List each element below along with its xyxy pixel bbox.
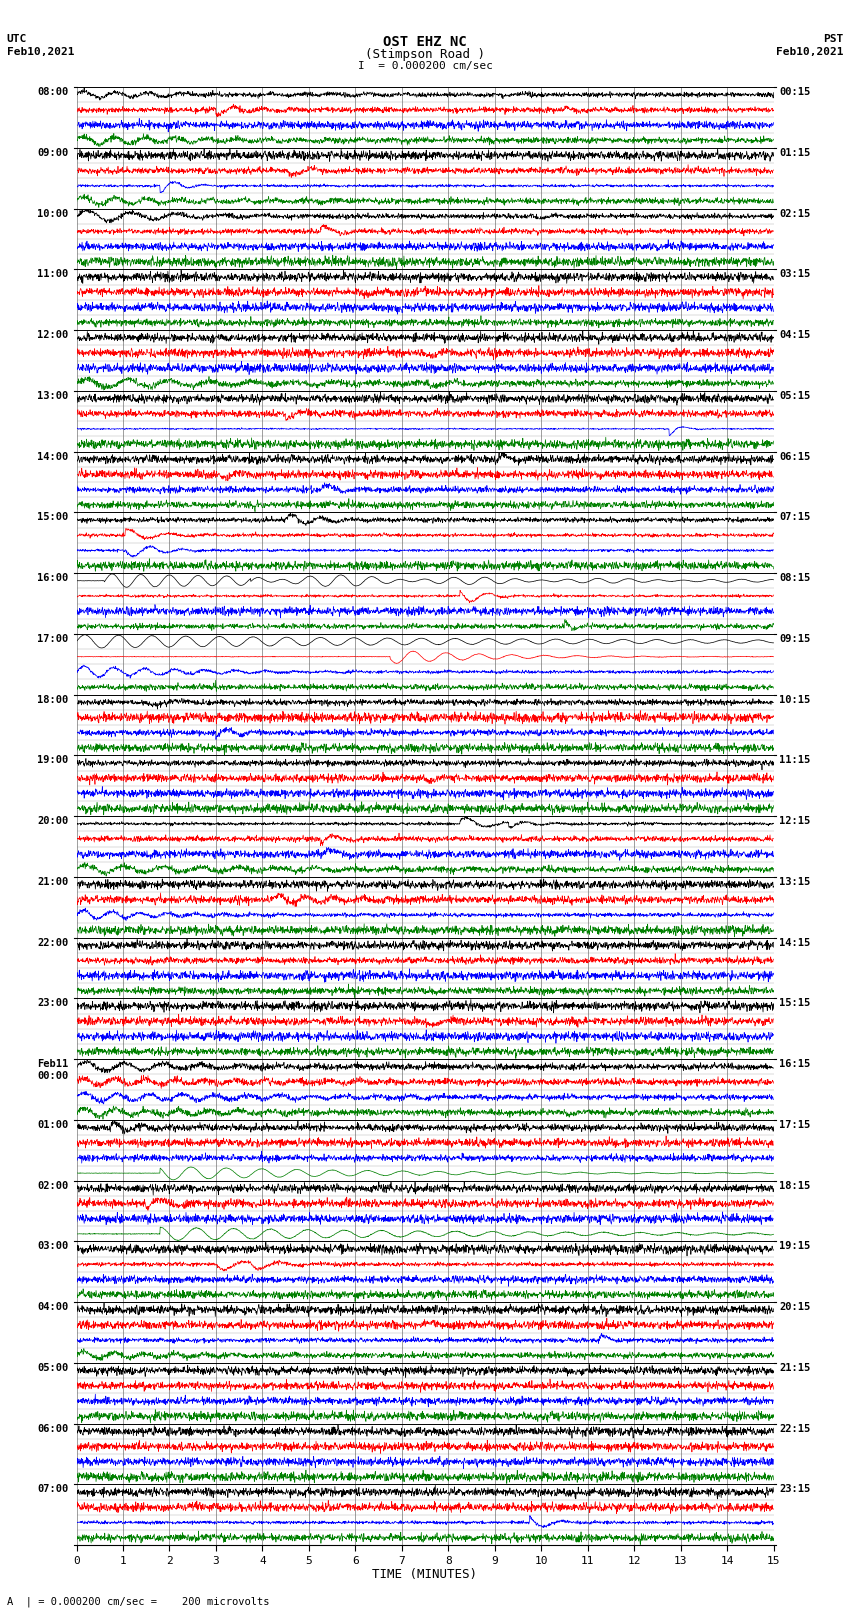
Text: 07:15: 07:15 bbox=[779, 513, 810, 523]
Text: 01:15: 01:15 bbox=[779, 148, 810, 158]
Text: 15:15: 15:15 bbox=[779, 998, 810, 1008]
Text: I  = 0.000200 cm/sec: I = 0.000200 cm/sec bbox=[358, 61, 492, 71]
Text: 08:15: 08:15 bbox=[779, 573, 810, 584]
Text: 16:00: 16:00 bbox=[37, 573, 68, 584]
Text: 10:15: 10:15 bbox=[779, 695, 810, 705]
Text: A  | = 0.000200 cm/sec =    200 microvolts: A | = 0.000200 cm/sec = 200 microvolts bbox=[7, 1595, 269, 1607]
Text: Feb10,2021: Feb10,2021 bbox=[776, 47, 843, 56]
Text: 22:00: 22:00 bbox=[37, 937, 68, 948]
Text: 14:00: 14:00 bbox=[37, 452, 68, 461]
Text: 03:00: 03:00 bbox=[37, 1242, 68, 1252]
Text: 07:00: 07:00 bbox=[37, 1484, 68, 1495]
Text: 22:15: 22:15 bbox=[779, 1424, 810, 1434]
Text: 16:15: 16:15 bbox=[779, 1060, 810, 1069]
Text: 12:00: 12:00 bbox=[37, 331, 68, 340]
Text: 23:00: 23:00 bbox=[37, 998, 68, 1008]
Text: 09:15: 09:15 bbox=[779, 634, 810, 644]
Text: 01:00: 01:00 bbox=[37, 1119, 68, 1131]
X-axis label: TIME (MINUTES): TIME (MINUTES) bbox=[372, 1568, 478, 1581]
Text: 02:00: 02:00 bbox=[37, 1181, 68, 1190]
Text: 11:15: 11:15 bbox=[779, 755, 810, 766]
Text: 04:00: 04:00 bbox=[37, 1302, 68, 1313]
Text: 10:00: 10:00 bbox=[37, 208, 68, 219]
Text: 14:15: 14:15 bbox=[779, 937, 810, 948]
Text: 00:15: 00:15 bbox=[779, 87, 810, 97]
Text: (Stimpson Road ): (Stimpson Road ) bbox=[365, 48, 485, 61]
Text: 19:15: 19:15 bbox=[779, 1242, 810, 1252]
Text: 11:00: 11:00 bbox=[37, 269, 68, 279]
Text: 20:00: 20:00 bbox=[37, 816, 68, 826]
Text: 05:15: 05:15 bbox=[779, 390, 810, 402]
Text: OST EHZ NC: OST EHZ NC bbox=[383, 35, 467, 50]
Text: 19:00: 19:00 bbox=[37, 755, 68, 766]
Text: 06:00: 06:00 bbox=[37, 1424, 68, 1434]
Text: 17:00: 17:00 bbox=[37, 634, 68, 644]
Text: 04:15: 04:15 bbox=[779, 331, 810, 340]
Text: 21:00: 21:00 bbox=[37, 877, 68, 887]
Text: 06:15: 06:15 bbox=[779, 452, 810, 461]
Text: 08:00: 08:00 bbox=[37, 87, 68, 97]
Text: 20:15: 20:15 bbox=[779, 1302, 810, 1313]
Text: 03:15: 03:15 bbox=[779, 269, 810, 279]
Text: Feb10,2021: Feb10,2021 bbox=[7, 47, 74, 56]
Text: Feb11
00:00: Feb11 00:00 bbox=[37, 1060, 68, 1081]
Text: 23:15: 23:15 bbox=[779, 1484, 810, 1495]
Text: 13:15: 13:15 bbox=[779, 877, 810, 887]
Text: 12:15: 12:15 bbox=[779, 816, 810, 826]
Text: 09:00: 09:00 bbox=[37, 148, 68, 158]
Text: 18:00: 18:00 bbox=[37, 695, 68, 705]
Text: 18:15: 18:15 bbox=[779, 1181, 810, 1190]
Text: 13:00: 13:00 bbox=[37, 390, 68, 402]
Text: UTC: UTC bbox=[7, 34, 27, 44]
Text: 21:15: 21:15 bbox=[779, 1363, 810, 1373]
Text: PST: PST bbox=[823, 34, 843, 44]
Text: 05:00: 05:00 bbox=[37, 1363, 68, 1373]
Text: 02:15: 02:15 bbox=[779, 208, 810, 219]
Text: 15:00: 15:00 bbox=[37, 513, 68, 523]
Text: 17:15: 17:15 bbox=[779, 1119, 810, 1131]
